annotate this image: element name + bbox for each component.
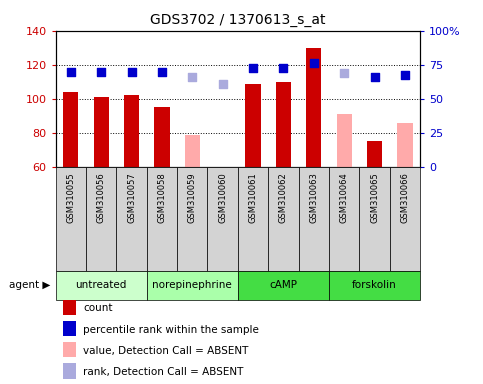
Bar	[56, 167, 86, 271]
Point	[128, 68, 135, 74]
Text: cAMP: cAMP	[270, 280, 298, 290]
Bar	[63, 363, 76, 379]
Bar	[124, 96, 139, 167]
Text: untreated: untreated	[75, 280, 127, 290]
Bar	[329, 167, 359, 271]
Text: GSM310055: GSM310055	[66, 172, 75, 223]
Bar	[359, 167, 390, 271]
Point	[401, 72, 409, 78]
Text: forskolin: forskolin	[352, 280, 397, 290]
Point	[310, 60, 318, 66]
Point	[249, 65, 257, 71]
Bar	[63, 300, 76, 315]
Text: GSM310065: GSM310065	[370, 172, 379, 223]
Bar	[337, 114, 352, 167]
Point	[97, 68, 105, 74]
Bar	[147, 167, 177, 271]
Text: count: count	[83, 303, 113, 313]
Bar	[56, 271, 147, 300]
Bar	[154, 108, 170, 167]
Text: GSM310066: GSM310066	[400, 172, 410, 223]
Bar	[185, 135, 200, 167]
Point	[341, 70, 348, 76]
Bar	[63, 321, 76, 336]
Title: GDS3702 / 1370613_s_at: GDS3702 / 1370613_s_at	[150, 13, 326, 27]
Bar	[177, 167, 208, 271]
Text: GSM310058: GSM310058	[157, 172, 167, 223]
Text: percentile rank within the sample: percentile rank within the sample	[83, 324, 259, 334]
Text: GSM310057: GSM310057	[127, 172, 136, 223]
Bar	[116, 167, 147, 271]
Bar	[390, 167, 420, 271]
Text: value, Detection Call = ABSENT: value, Detection Call = ABSENT	[83, 346, 248, 356]
Text: GSM310060: GSM310060	[218, 172, 227, 223]
Point	[371, 74, 379, 80]
Bar	[63, 92, 78, 167]
Bar	[86, 167, 116, 271]
Point	[158, 68, 166, 74]
Bar	[63, 342, 76, 358]
Point	[219, 81, 227, 87]
Bar	[268, 167, 298, 271]
Point	[67, 68, 74, 74]
Text: rank, Detection Call = ABSENT: rank, Detection Call = ABSENT	[83, 367, 243, 377]
Bar	[208, 167, 238, 271]
Bar	[94, 97, 109, 167]
Bar	[306, 48, 322, 167]
Bar	[298, 167, 329, 271]
Bar	[367, 141, 382, 167]
Text: GSM310062: GSM310062	[279, 172, 288, 223]
Text: GSM310064: GSM310064	[340, 172, 349, 223]
Bar	[398, 123, 412, 167]
Text: GSM310063: GSM310063	[309, 172, 318, 223]
Point	[188, 74, 196, 80]
Text: norepinephrine: norepinephrine	[153, 280, 232, 290]
Bar	[245, 84, 261, 167]
Text: GSM310061: GSM310061	[249, 172, 257, 223]
Text: GSM310056: GSM310056	[97, 172, 106, 223]
Bar	[238, 271, 329, 300]
Point	[280, 65, 287, 71]
Bar	[147, 271, 238, 300]
Text: GSM310059: GSM310059	[188, 172, 197, 223]
Bar	[276, 82, 291, 167]
Text: agent ▶: agent ▶	[9, 280, 51, 290]
Bar	[238, 167, 268, 271]
Bar	[329, 271, 420, 300]
